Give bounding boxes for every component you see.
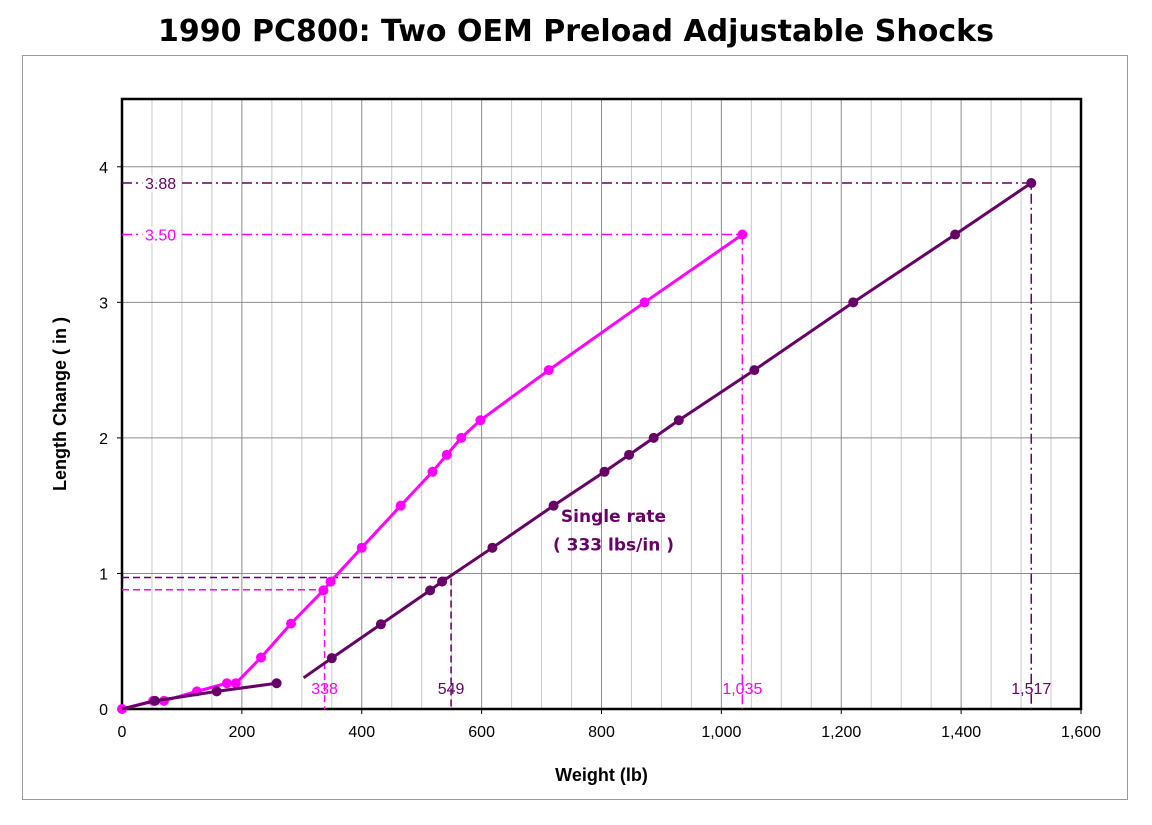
x-tick-label: 800 [588, 724, 615, 741]
series-line [302, 181, 1033, 680]
y-tick-label: 1 [99, 566, 108, 583]
x-tick-label: 400 [348, 724, 375, 741]
y-tick-label: 4 [99, 160, 108, 177]
data-point [441, 449, 452, 460]
data-point [375, 619, 386, 630]
data-point [356, 542, 367, 553]
x-tick-label: 0 [118, 724, 127, 741]
series-line [121, 681, 277, 711]
data-point [737, 229, 748, 240]
data-point [326, 653, 337, 664]
data-point [149, 695, 160, 706]
rate-annotation: Single rate [561, 507, 666, 527]
data-point [325, 576, 336, 587]
y-axis-label: Length Change ( in ) [50, 317, 70, 491]
rate-annotation: ( 333 lbs/in ) [553, 535, 674, 555]
x-tick-label: 200 [229, 724, 256, 741]
x-value-annotation: 338 [311, 681, 338, 698]
x-value-annotation: 1,035 [722, 681, 762, 698]
data-point [543, 365, 554, 376]
reference-line [122, 182, 1033, 709]
x-tick-label: 1,200 [821, 724, 861, 741]
x-tick-label: 1,400 [941, 724, 981, 741]
reference-line [122, 576, 452, 709]
data-point [318, 585, 329, 596]
data-point [271, 678, 282, 689]
x-tick-label: 600 [468, 724, 495, 741]
y-tick-label: 2 [99, 431, 108, 448]
data-point [639, 297, 650, 308]
data-point [256, 652, 267, 663]
y-tick-label: 3 [99, 295, 108, 312]
data-point [437, 576, 448, 587]
reference-label: 3.88 [145, 176, 176, 193]
data-point [624, 449, 635, 460]
data-point [749, 365, 760, 376]
data-point [648, 432, 659, 443]
x-value-annotation: 1,517 [1011, 681, 1051, 698]
data-point [1026, 178, 1037, 189]
data-point [599, 466, 610, 477]
reference-label: 3.50 [145, 228, 176, 245]
data-point [395, 500, 406, 511]
data-point [286, 618, 297, 629]
data-point [950, 229, 961, 240]
x-tick-label: 1,600 [1061, 724, 1101, 741]
data-point [427, 466, 438, 477]
chart-title: 1990 PC800: Two OEM Preload Adjustable S… [158, 14, 994, 49]
data-point [475, 415, 486, 426]
data-point [487, 542, 498, 553]
chart-frame [22, 55, 1128, 800]
y-tick-label: 0 [99, 702, 108, 719]
x-value-annotation: 549 [438, 681, 465, 698]
data-point [673, 415, 684, 426]
data-point [425, 585, 436, 596]
data-point [211, 686, 222, 697]
data-point [221, 678, 232, 689]
x-axis-label: Weight (lb) [555, 765, 648, 785]
data-point [230, 678, 241, 689]
data-point [456, 432, 467, 443]
x-tick-label: 1,000 [701, 724, 741, 741]
data-point [548, 500, 559, 511]
data-point [848, 297, 859, 308]
